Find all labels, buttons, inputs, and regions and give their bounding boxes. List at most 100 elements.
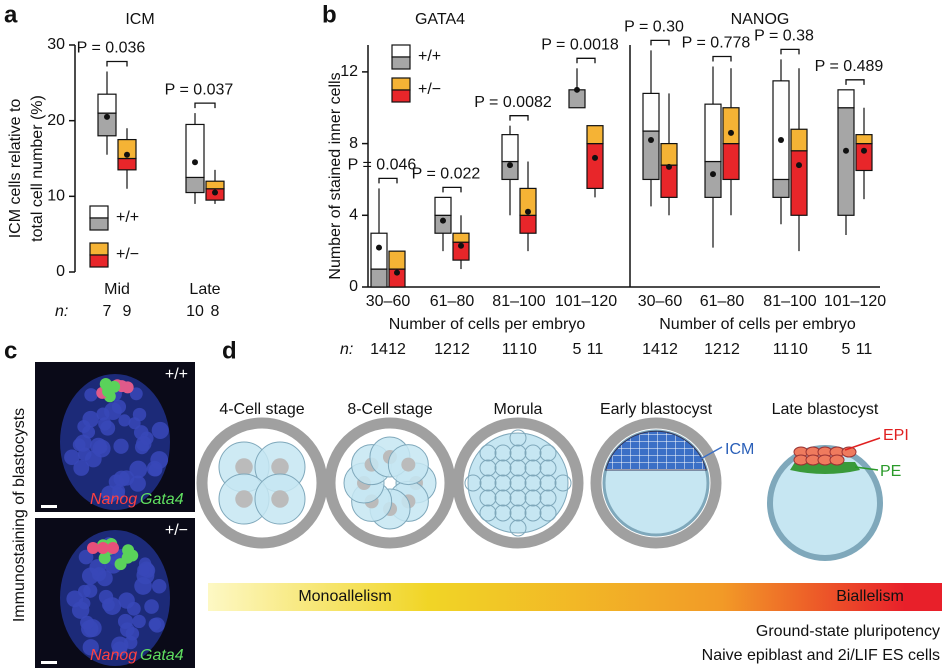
mean-dot bbox=[574, 86, 580, 93]
note: Ground-state pluripotency bbox=[756, 623, 940, 640]
nucleus bbox=[129, 460, 148, 479]
n-value: 14 bbox=[370, 341, 388, 358]
legend-lower bbox=[391, 56, 411, 70]
nucleus bbox=[101, 485, 119, 503]
y-tick-label: 12 bbox=[340, 63, 358, 80]
box-lower bbox=[790, 150, 808, 216]
n-value: 10 bbox=[790, 341, 808, 358]
morula-cell bbox=[524, 444, 542, 462]
morula-cell bbox=[539, 489, 557, 507]
legend-label: +/+ bbox=[116, 209, 139, 226]
nucleus bbox=[125, 626, 140, 641]
morula-cell bbox=[554, 474, 572, 492]
y-tick-label: 0 bbox=[56, 263, 65, 280]
box-lower bbox=[185, 176, 205, 194]
x-tick-label: 61–80 bbox=[700, 293, 745, 310]
stage-label: Morula bbox=[494, 401, 543, 418]
legend-upper bbox=[391, 77, 411, 91]
mean-dot bbox=[440, 217, 446, 224]
n-value: 8 bbox=[211, 303, 220, 320]
box-upper bbox=[722, 107, 740, 145]
nucleus bbox=[151, 421, 169, 439]
legend-lower bbox=[391, 89, 411, 103]
stage-label: Late blastocyst bbox=[772, 401, 879, 418]
nucleus bbox=[64, 449, 80, 466]
box-lower bbox=[586, 142, 604, 190]
chart-title: GATA4 bbox=[415, 11, 465, 28]
cell-nucleus bbox=[235, 490, 253, 508]
x-tick-label: 101–120 bbox=[555, 293, 617, 310]
morula-cell bbox=[479, 489, 497, 507]
n-label: n: bbox=[340, 341, 353, 358]
p-bracket bbox=[509, 115, 529, 121]
morula-cell bbox=[509, 459, 527, 477]
box-upper bbox=[642, 92, 660, 132]
mean-dot bbox=[728, 129, 734, 136]
n-value: 11 bbox=[587, 341, 604, 358]
morula-cell bbox=[539, 444, 557, 462]
panel-c: Immunostaining of blastocysts +/+Nanog Ga… bbox=[11, 362, 195, 668]
nucleus bbox=[84, 388, 98, 402]
y-tick-label: 30 bbox=[47, 36, 65, 53]
morula-cell bbox=[494, 489, 512, 507]
stained-cell bbox=[121, 551, 134, 564]
p-bracket bbox=[194, 102, 216, 109]
morula-cell bbox=[539, 459, 557, 477]
nucleus bbox=[118, 414, 131, 427]
nucleus bbox=[78, 549, 94, 565]
x-axis-label: Number of cells per embryo bbox=[659, 316, 856, 333]
p-bracket bbox=[712, 55, 732, 62]
nucleus bbox=[71, 601, 90, 619]
p-bracket bbox=[780, 48, 800, 55]
box-upper bbox=[452, 232, 470, 243]
mean-dot bbox=[104, 113, 110, 120]
morula-cell bbox=[539, 504, 557, 522]
mean-dot bbox=[796, 162, 802, 169]
cell-nucleus bbox=[401, 457, 416, 472]
box-lower bbox=[855, 142, 873, 172]
nucleus bbox=[89, 437, 107, 455]
morula-cell bbox=[494, 459, 512, 477]
legend-upper bbox=[391, 44, 411, 58]
n-value: 11 bbox=[502, 341, 519, 358]
y-axis-label: ICM cells relative to bbox=[7, 99, 24, 239]
p-value: P = 0.0018 bbox=[541, 37, 619, 54]
mean-dot bbox=[525, 208, 531, 215]
box-lower bbox=[772, 178, 790, 198]
x-tick-label: 101–120 bbox=[824, 293, 886, 310]
p-bracket bbox=[378, 177, 398, 184]
p-value: P = 0.036 bbox=[77, 40, 146, 57]
legend-lower bbox=[89, 254, 109, 268]
p-value: P = 0.046 bbox=[348, 157, 417, 174]
box-upper bbox=[370, 232, 388, 270]
gradient-bar bbox=[208, 583, 942, 611]
nucleus bbox=[96, 570, 113, 587]
morula-cell bbox=[479, 444, 497, 462]
n-value: 5 bbox=[842, 341, 851, 358]
epi-label: EPI bbox=[883, 427, 909, 444]
stage-label: 8-Cell stage bbox=[347, 401, 432, 418]
panel-label: a bbox=[4, 1, 18, 28]
y-axis-label: total cell number (%) bbox=[29, 95, 46, 242]
nucleus bbox=[77, 447, 92, 461]
legend-upper bbox=[89, 242, 109, 256]
epi-cell bbox=[829, 454, 845, 466]
box-upper bbox=[97, 93, 117, 114]
p-value: P = 0.38 bbox=[754, 28, 814, 45]
stage-label: 4-Cell stage bbox=[219, 401, 304, 418]
box-upper bbox=[837, 89, 855, 109]
mean-dot bbox=[592, 154, 598, 161]
panel-label: d bbox=[222, 337, 237, 364]
marker-nanog: Nanog bbox=[90, 491, 137, 508]
p-bracket bbox=[442, 186, 462, 193]
x-tick-label: 81–100 bbox=[763, 293, 816, 310]
nucleus bbox=[149, 617, 165, 633]
icm-label: ICM bbox=[725, 441, 754, 458]
nucleus bbox=[113, 438, 129, 454]
gradient-end: Biallelism bbox=[836, 588, 904, 605]
nucleus bbox=[136, 435, 152, 452]
mean-dot bbox=[710, 171, 716, 178]
nucleus bbox=[151, 578, 167, 594]
box-upper bbox=[117, 138, 137, 160]
nucleus bbox=[80, 615, 95, 630]
